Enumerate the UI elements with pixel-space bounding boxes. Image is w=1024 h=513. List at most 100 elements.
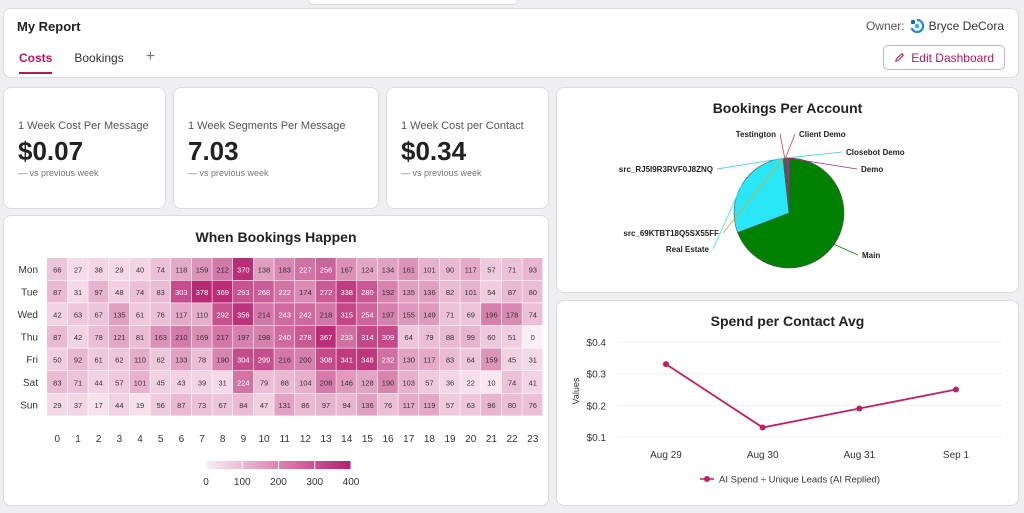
heatmap-cell[interactable] (481, 393, 502, 416)
heatmap-cell[interactable] (129, 280, 150, 303)
heatmap-cell[interactable] (233, 280, 254, 303)
heatmap-cell[interactable] (522, 258, 543, 280)
heatmap-cell[interactable] (315, 280, 336, 303)
heatmap-cell[interactable] (212, 371, 233, 393)
heatmap-cell[interactable] (501, 325, 522, 348)
heatmap-cell[interactable] (109, 371, 130, 393)
heatmap-cell[interactable] (501, 258, 522, 280)
heatmap-cell[interactable] (460, 393, 481, 416)
heatmap-cell[interactable] (336, 280, 357, 303)
heatmap-cell[interactable] (150, 371, 171, 393)
heatmap-cell[interactable] (295, 325, 316, 348)
heatmap-cell[interactable] (274, 325, 295, 348)
heatmap-cell[interactable] (67, 280, 88, 303)
heatmap-cell[interactable] (398, 325, 419, 348)
heatmap-cell[interactable] (150, 348, 171, 371)
heatmap-cell[interactable] (398, 258, 419, 280)
heatmap-cell[interactable] (88, 303, 109, 326)
heatmap-cell[interactable] (212, 303, 233, 326)
heatmap-cell[interactable] (253, 393, 274, 416)
heatmap-cell[interactable] (171, 325, 192, 348)
heatmap-cell[interactable] (212, 258, 233, 280)
heatmap-cell[interactable] (150, 280, 171, 303)
heatmap-cell[interactable] (212, 280, 233, 303)
heatmap-cell[interactable] (47, 258, 68, 280)
heatmap-cell[interactable] (150, 393, 171, 416)
heatmap-cell[interactable] (109, 303, 130, 326)
heatmap-cell[interactable] (47, 393, 68, 416)
heatmap-cell[interactable] (419, 280, 440, 303)
heatmap-cell[interactable] (274, 280, 295, 303)
heatmap-cell[interactable] (88, 393, 109, 416)
heatmap-cell[interactable] (357, 371, 378, 393)
heatmap-cell[interactable] (129, 371, 150, 393)
heatmap-cell[interactable] (88, 371, 109, 393)
heatmap-cell[interactable] (47, 303, 68, 326)
heatmap-cell[interactable] (171, 393, 192, 416)
pie-slice[interactable] (737, 157, 845, 269)
heatmap-cell[interactable] (419, 303, 440, 326)
heatmap-cell[interactable] (357, 325, 378, 348)
heatmap-cell[interactable] (47, 280, 68, 303)
heatmap-cell[interactable] (522, 371, 543, 393)
heatmap-cell[interactable] (419, 325, 440, 348)
heatmap-cell[interactable] (398, 371, 419, 393)
heatmap-cell[interactable] (253, 280, 274, 303)
heatmap-cell[interactable] (67, 393, 88, 416)
line-point[interactable] (856, 405, 863, 412)
tab-bookings[interactable]: Bookings (74, 51, 124, 65)
heatmap-cell[interactable] (522, 325, 543, 348)
heatmap-cell[interactable] (377, 280, 398, 303)
heatmap-cell[interactable] (67, 371, 88, 393)
heatmap-cell[interactable] (315, 325, 336, 348)
heatmap-cell[interactable] (501, 280, 522, 303)
line-point[interactable] (663, 361, 669, 368)
heatmap-cell[interactable] (377, 393, 398, 416)
heatmap-cell[interactable] (191, 348, 212, 371)
heatmap-cell[interactable] (67, 325, 88, 348)
heatmap-cell[interactable] (191, 371, 212, 393)
heatmap-cell[interactable] (129, 303, 150, 326)
heatmap-cell[interactable] (253, 258, 274, 280)
heatmap-cell[interactable] (109, 393, 130, 416)
heatmap-cell[interactable] (150, 303, 171, 326)
heatmap-cell[interactable] (481, 371, 502, 393)
heatmap-cell[interactable] (47, 348, 68, 371)
heatmap-cell[interactable] (315, 303, 336, 326)
heatmap-cell[interactable] (336, 348, 357, 371)
heatmap-cell[interactable] (501, 371, 522, 393)
heatmap-cell[interactable] (315, 371, 336, 393)
heatmap-cell[interactable] (419, 371, 440, 393)
heatmap-cell[interactable] (357, 258, 378, 280)
heatmap-cell[interactable] (109, 280, 130, 303)
heatmap-cell[interactable] (233, 325, 254, 348)
heatmap-cell[interactable] (274, 393, 295, 416)
heatmap-cell[interactable] (315, 348, 336, 371)
heatmap-cell[interactable] (377, 258, 398, 280)
heatmap-cell[interactable] (522, 280, 543, 303)
heatmap-cell[interactable] (212, 325, 233, 348)
heatmap-cell[interactable] (357, 348, 378, 371)
heatmap-cell[interactable] (398, 303, 419, 326)
heatmap-cell[interactable] (253, 325, 274, 348)
heatmap-cell[interactable] (109, 258, 130, 280)
heatmap-cell[interactable] (481, 280, 502, 303)
heatmap-cell[interactable] (295, 348, 316, 371)
heatmap-cell[interactable] (274, 371, 295, 393)
heatmap-cell[interactable] (191, 280, 212, 303)
heatmap-cell[interactable] (233, 348, 254, 371)
heatmap-cell[interactable] (481, 303, 502, 326)
heatmap-cell[interactable] (419, 258, 440, 280)
tab-costs[interactable]: Costs (19, 51, 53, 74)
heatmap-cell[interactable] (357, 303, 378, 326)
heatmap-cell[interactable] (233, 303, 254, 326)
heatmap-cell[interactable] (274, 258, 295, 280)
heatmap-cell[interactable] (460, 371, 481, 393)
heatmap-cell[interactable] (129, 348, 150, 371)
heatmap-cell[interactable] (460, 258, 481, 280)
edit-dashboard-button[interactable]: Edit Dashboard (883, 45, 1005, 70)
heatmap-cell[interactable] (253, 303, 274, 326)
heatmap-cell[interactable] (67, 348, 88, 371)
heatmap-cell[interactable] (460, 280, 481, 303)
heatmap-cell[interactable] (67, 258, 88, 280)
